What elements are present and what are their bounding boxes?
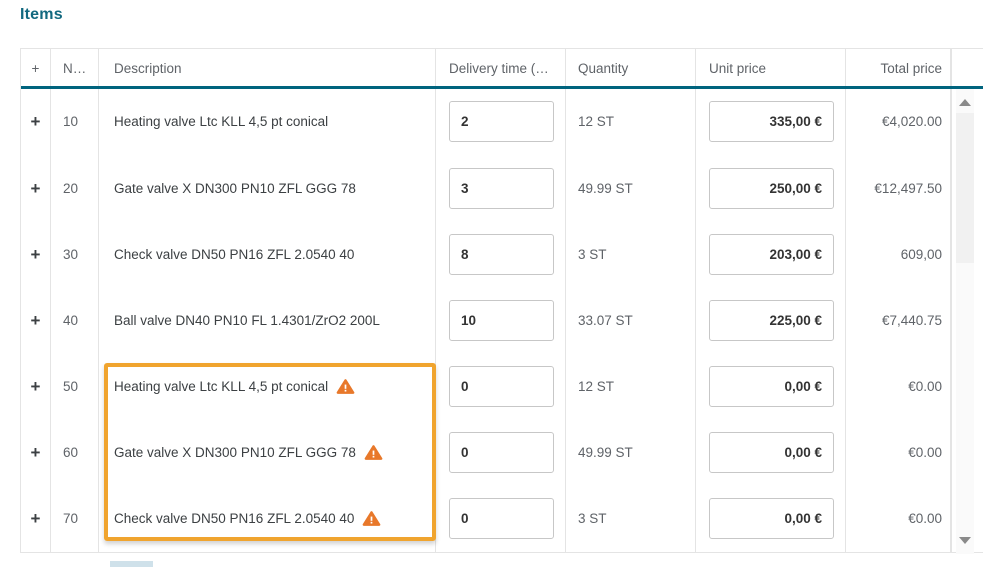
delivery-time-input[interactable] <box>449 299 554 341</box>
col-header-total-price: Total price <box>846 49 951 89</box>
item-number: 30 <box>51 221 99 288</box>
quantity-value: 49.99 ST <box>566 155 696 222</box>
total-price-value: 609,00 <box>846 221 951 288</box>
table-row: + 40 Ball valve DN40 PN10 FL 1.4301/ZrO2… <box>21 287 951 354</box>
unit-price-input[interactable] <box>709 101 834 143</box>
item-description: Gate valve X DN300 PN10 ZFL GGG 78 <box>114 180 356 196</box>
unit-price-input[interactable] <box>709 366 834 408</box>
delivery-time-input[interactable] <box>449 101 554 143</box>
quantity-value: 12 ST <box>566 353 696 420</box>
col-header-delivery-time: Delivery time (… <box>436 49 566 89</box>
quantity-value: 33.07 ST <box>566 287 696 354</box>
item-description: Ball valve DN40 PN10 FL 1.4301/ZrO2 200L <box>114 312 380 328</box>
scrollbar[interactable] <box>956 89 974 554</box>
unit-price-input[interactable] <box>709 498 834 540</box>
item-number: 10 <box>51 88 99 156</box>
total-price-value: €7,440.75 <box>846 287 951 354</box>
item-number: 60 <box>51 419 99 486</box>
expand-row-button[interactable]: + <box>27 440 45 465</box>
unit-price-input[interactable] <box>709 299 834 341</box>
delivery-time-input[interactable] <box>449 498 554 540</box>
col-header-number: N… <box>51 49 99 89</box>
col-header-description: Description <box>99 49 436 89</box>
table-row: + 50 Heating valve Ltc KLL 4,5 pt conica… <box>21 353 951 420</box>
item-number: 50 <box>51 353 99 420</box>
total-price-value: €0.00 <box>846 485 951 553</box>
quantity-value: 3 ST <box>566 221 696 288</box>
items-grid: + N… Description Delivery time (… Quanti… <box>21 49 983 553</box>
unit-price-input[interactable] <box>709 432 834 474</box>
table-row: + 20 Gate valve X DN300 PN10 ZFL GGG 78 … <box>21 155 951 222</box>
table-body: + 10 Heating valve Ltc KLL 4,5 pt conica… <box>21 88 951 553</box>
expand-row-button[interactable]: + <box>27 308 45 333</box>
scrollbar-thumb[interactable] <box>956 113 974 263</box>
item-number: 70 <box>51 485 99 553</box>
item-description: Heating valve Ltc KLL 4,5 pt conical <box>114 379 329 395</box>
warning-icon <box>336 378 355 395</box>
table-row: + 10 Heating valve Ltc KLL 4,5 pt conica… <box>21 88 951 156</box>
table-row: + 30 Check valve DN50 PN16 ZFL 2.0540 40… <box>21 221 951 288</box>
total-price-value: €4,020.00 <box>846 88 951 156</box>
quantity-value: 49.99 ST <box>566 419 696 486</box>
items-table: + N… Description Delivery time (… Quanti… <box>20 48 983 554</box>
table-header-row: + N… Description Delivery time (… Quanti… <box>21 49 951 89</box>
unit-price-input[interactable] <box>709 167 834 209</box>
expand-row-button[interactable]: + <box>27 506 45 531</box>
scroll-up-icon[interactable] <box>959 99 971 106</box>
col-header-unit-price: Unit price <box>696 49 846 89</box>
scroll-down-icon[interactable] <box>959 537 971 544</box>
item-number: 20 <box>51 155 99 222</box>
header-underline <box>21 86 983 89</box>
total-price-value: €0.00 <box>846 419 951 486</box>
quantity-value: 3 ST <box>566 485 696 553</box>
expand-row-button[interactable]: + <box>27 176 45 201</box>
page-title: Items <box>20 6 63 23</box>
col-header-expand: + <box>21 49 51 89</box>
item-description: Check valve DN50 PN16 ZFL 2.0540 40 <box>114 246 355 262</box>
item-description: Heating valve Ltc KLL 4,5 pt conical <box>114 114 329 130</box>
warning-icon <box>364 444 383 461</box>
warning-icon <box>362 510 381 527</box>
item-description: Check valve DN50 PN16 ZFL 2.0540 40 <box>114 511 355 527</box>
total-price-value: €0.00 <box>846 353 951 420</box>
quantity-value: 12 ST <box>566 88 696 156</box>
scrollbar-area <box>951 49 983 554</box>
unit-price-input[interactable] <box>709 233 834 275</box>
delivery-time-input[interactable] <box>449 233 554 275</box>
expand-row-button[interactable]: + <box>27 109 45 134</box>
delivery-time-input[interactable] <box>449 432 554 474</box>
partial-element-bottom <box>110 561 153 567</box>
delivery-time-input[interactable] <box>449 366 554 408</box>
delivery-time-input[interactable] <box>449 167 554 209</box>
total-price-value: €12,497.50 <box>846 155 951 222</box>
col-header-quantity: Quantity <box>566 49 696 89</box>
table-row: + 70 Check valve DN50 PN16 ZFL 2.0540 40… <box>21 485 951 553</box>
expand-row-button[interactable]: + <box>27 374 45 399</box>
expand-row-button[interactable]: + <box>27 242 45 267</box>
item-description: Gate valve X DN300 PN10 ZFL GGG 78 <box>114 445 356 461</box>
table-row: + 60 Gate valve X DN300 PN10 ZFL GGG 78 … <box>21 419 951 486</box>
item-number: 40 <box>51 287 99 354</box>
